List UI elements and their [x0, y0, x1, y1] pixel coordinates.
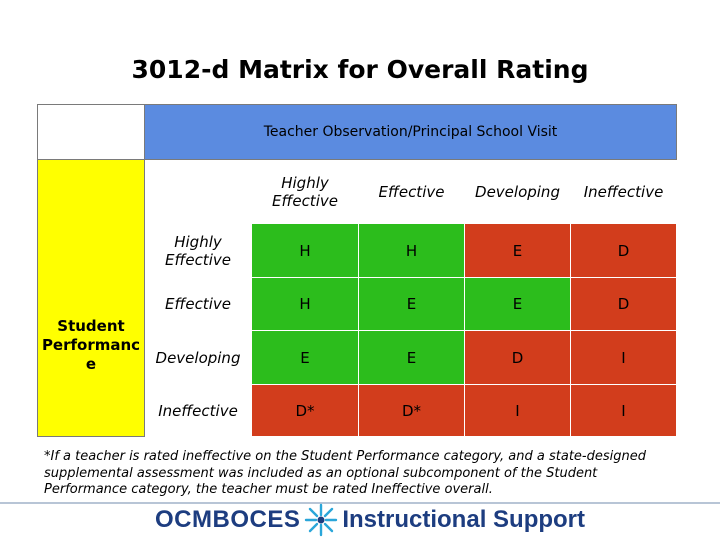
ocmboces-logo: OCMBOCES Instructional Support	[155, 502, 585, 538]
footnote: *If a teacher is rated ineffective on th…	[44, 449, 646, 497]
student-performance-header: Student Performanc e	[37, 159, 145, 437]
row-header-developing: Developing	[144, 330, 252, 385]
matrix-cell: E	[464, 223, 571, 278]
matrix-cell: D*	[358, 384, 465, 437]
corner-cell	[37, 104, 145, 160]
matrix-cell: E	[358, 277, 465, 331]
row-header-effective: Effective	[144, 277, 252, 331]
rating-matrix: Teacher Observation/Principal School Vis…	[37, 104, 677, 437]
row-header-ineffective: Ineffective	[144, 384, 252, 437]
column-header-developing: Developing	[464, 159, 571, 224]
footer-divider	[0, 502, 720, 504]
matrix-cell: I	[464, 384, 571, 437]
logo-brand-text: OCMBOCES	[155, 506, 301, 533]
matrix-cell: I	[570, 384, 677, 437]
matrix-cell: E	[464, 277, 571, 331]
matrix-cell: I	[570, 330, 677, 385]
matrix-cell: D*	[251, 384, 359, 437]
matrix-cell: E	[358, 330, 465, 385]
column-header-highly-effective: Highly Effective	[251, 159, 359, 224]
row-header-highly-effective: Highly Effective	[144, 223, 252, 278]
page-title: 3012-d Matrix for Overall Rating	[131, 55, 589, 84]
matrix-cell: D	[570, 277, 677, 331]
starburst-icon	[305, 503, 338, 537]
column-header-effective: Effective	[358, 159, 465, 224]
matrix-cell: D	[570, 223, 677, 278]
column-header-ineffective: Ineffective	[570, 159, 677, 224]
teacher-observation-header: Teacher Observation/Principal School Vis…	[144, 104, 677, 160]
blank-header-cell	[144, 159, 252, 224]
matrix-cell: E	[251, 330, 359, 385]
matrix-cell: H	[251, 223, 359, 278]
student-performance-label: Student Performanc e	[41, 317, 141, 373]
matrix-cell: H	[251, 277, 359, 331]
matrix-cell: D	[464, 330, 571, 385]
matrix-cell: H	[358, 223, 465, 278]
logo-tagline-text: Instructional Support	[342, 506, 586, 533]
